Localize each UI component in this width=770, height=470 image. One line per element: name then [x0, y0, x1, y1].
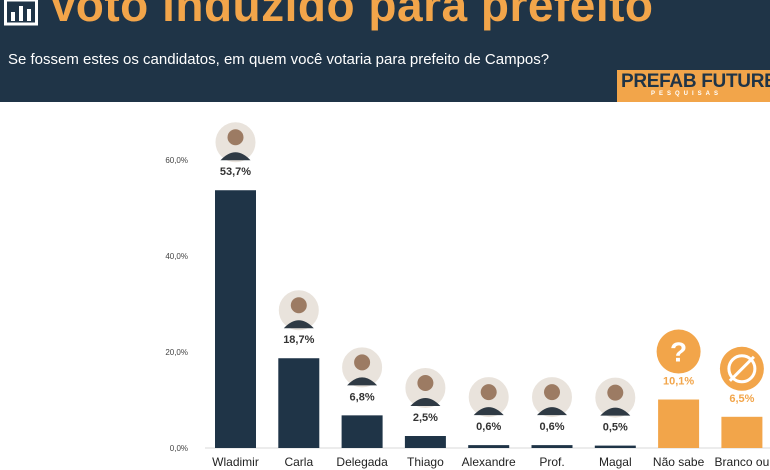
candidate-photo-body: [537, 407, 567, 416]
header-banner: Voto induzido para prefeito Se fossem es…: [0, 0, 770, 102]
question-mark-icon: [656, 329, 701, 374]
candidate-photo-head: [227, 129, 244, 146]
candidate-photo-head: [290, 297, 307, 314]
candidate-photo-body: [220, 152, 251, 161]
y-tick-label: 60,0%: [165, 156, 188, 165]
bar-chart-icon: [4, 0, 38, 26]
y-tick-label: 0,0%: [170, 444, 188, 453]
page-subtitle: Se fossem estes os candidatos, em quem v…: [8, 51, 550, 68]
page-title: Voto induzido para prefeito: [48, 0, 654, 31]
category-label: Prof.: [539, 455, 564, 469]
brand-logo: PREFAB FUTURE PESQUISAS: [617, 70, 770, 102]
candidate-photo-body: [410, 398, 441, 406]
bar-3: [341, 415, 383, 448]
y-tick-label: 40,0%: [165, 252, 188, 261]
bar-4: [404, 436, 446, 448]
bar-chart: 0,0% 20,0% 40,0% 60,0% 53,7% Wladimir 18,7% Car…: [165, 120, 770, 469]
data-label: 10,1%: [663, 376, 694, 388]
logo-sub-text: PESQUISAS: [651, 91, 723, 97]
data-label: 6,8%: [350, 391, 375, 403]
category-label: Alexandre: [462, 455, 516, 469]
question-mark-glyph: ?: [670, 337, 687, 368]
category-label: Wladimir: [212, 455, 259, 469]
data-label: 6,5%: [729, 393, 754, 405]
bar-7: [594, 445, 636, 448]
data-label: 0,5%: [603, 422, 628, 434]
blocked-circle-ring: [727, 354, 757, 384]
bar-6: [531, 445, 573, 448]
candidate-photo-body: [283, 320, 314, 329]
y-tick-label: 20,0%: [165, 348, 188, 357]
bar-2: [278, 358, 320, 448]
bar-8: [658, 399, 700, 448]
candidate-photo-head: [544, 384, 560, 401]
category-label: Magal: [599, 455, 632, 469]
blocked-circle-slash: [728, 355, 755, 382]
bar-5: [468, 445, 510, 448]
data-label: 53,7%: [220, 166, 251, 178]
data-label: 0,6%: [539, 421, 564, 433]
candidate-photo-body: [347, 377, 378, 386]
candidate-photo-head: [480, 384, 497, 401]
candidate-photo-head: [417, 375, 434, 391]
data-label: 18,7%: [283, 334, 314, 346]
data-label: 2,5%: [413, 412, 438, 424]
data-label: 0,6%: [476, 421, 501, 433]
bar-9: [721, 416, 763, 448]
category-label: Carla: [284, 455, 313, 469]
category-label: Thiago: [407, 455, 444, 469]
candidate-photo-body: [473, 407, 504, 416]
category-label: Branco ou: [715, 455, 770, 469]
candidate-photo-head: [354, 354, 371, 371]
logo-main-text: PREFAB FUTURE: [621, 71, 770, 92]
candidate-photo-head: [607, 384, 624, 401]
candidate-photo-body: [600, 407, 631, 416]
bar-1: [215, 190, 256, 448]
category-label: Delegada: [336, 455, 388, 469]
category-label: Não sabe: [653, 455, 705, 469]
